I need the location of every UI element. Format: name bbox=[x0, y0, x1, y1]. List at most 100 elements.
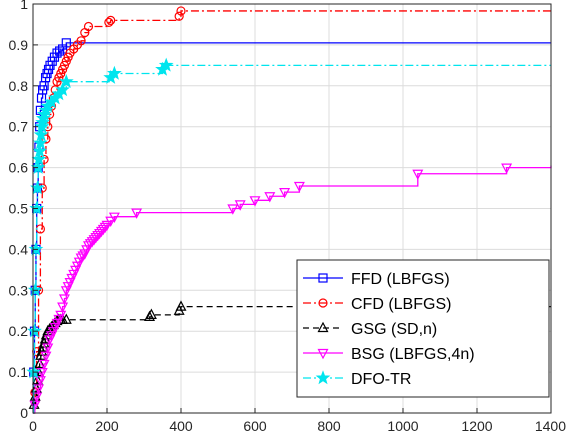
x-tick-label: 1000 bbox=[387, 418, 418, 434]
x-tick-label: 400 bbox=[169, 418, 193, 434]
series-1-point-7 bbox=[41, 134, 51, 144]
series-1-point-25 bbox=[83, 21, 94, 32]
series-3-point-7 bbox=[40, 351, 52, 363]
series-3-point-34 bbox=[90, 233, 102, 244]
series-4-point-21 bbox=[55, 82, 70, 97]
series-4-point-9 bbox=[32, 143, 48, 158]
series-3-point-15 bbox=[55, 310, 67, 322]
series-1-point-17 bbox=[59, 60, 70, 70]
series-3-point-5 bbox=[36, 368, 48, 379]
legend-entry-0: FFD (LBFGS) bbox=[303, 271, 450, 288]
legend-swatch-marker bbox=[318, 273, 328, 283]
series-4-point-11 bbox=[33, 127, 49, 142]
series-1-point-27 bbox=[106, 15, 116, 25]
y-tick-label: 0.9 bbox=[9, 37, 29, 53]
legend-swatch-marker bbox=[318, 298, 328, 308]
series-4 bbox=[26, 57, 551, 414]
x-tick-label: 600 bbox=[243, 418, 267, 434]
y-tick-label: 0.6 bbox=[9, 160, 29, 176]
series-1-point-19 bbox=[63, 52, 73, 62]
series-3-point-42 bbox=[108, 212, 120, 223]
legend-label: CFD (LBFGS) bbox=[351, 296, 451, 313]
series-4-point-24 bbox=[107, 65, 122, 80]
series-3-point-40 bbox=[101, 220, 113, 232]
series-3-point-4 bbox=[34, 376, 46, 387]
series-3-point-17 bbox=[58, 294, 70, 305]
ticks: 0 200 400 600 800 1000 1200 1400 0 0.1 0.2 0.3 0.4 0.… bbox=[9, 0, 567, 434]
series-2-point-4 bbox=[31, 373, 43, 385]
series-3-point-30 bbox=[83, 241, 94, 252]
series-4-point-8 bbox=[31, 151, 47, 166]
series-3-point-51 bbox=[501, 163, 513, 174]
y-tick-label: 0.3 bbox=[9, 282, 29, 298]
series-3-point-44 bbox=[227, 204, 239, 215]
series-3-point-35 bbox=[92, 230, 104, 242]
x-tick-label: 1400 bbox=[535, 418, 566, 434]
series-3-point-39 bbox=[99, 222, 111, 234]
series-3-point-43 bbox=[131, 208, 143, 219]
series-4-point-3 bbox=[27, 282, 43, 297]
x-tick-label: 1200 bbox=[461, 418, 492, 434]
y-tick-label: 1 bbox=[20, 0, 28, 12]
legend: FFD (LBFGS) CFD (LBFGS) GSG (SD,n) BSG (LBF… bbox=[296, 259, 550, 398]
series-3-point-38 bbox=[97, 224, 109, 236]
series-2-point-26 bbox=[175, 300, 187, 311]
series-4-point-2 bbox=[27, 323, 42, 338]
series-0-point-23 bbox=[61, 38, 71, 48]
y-tick-label: 0.8 bbox=[9, 78, 29, 94]
series-4-point-26 bbox=[158, 57, 174, 72]
series-layer bbox=[26, 6, 552, 414]
series-2-point-23 bbox=[144, 310, 156, 321]
series-3-point-32 bbox=[86, 237, 98, 248]
series-3-point-37 bbox=[95, 226, 107, 238]
series-3-point-36 bbox=[94, 228, 106, 240]
series-3-point-6 bbox=[38, 359, 50, 371]
series-4-point-7 bbox=[30, 159, 46, 174]
series-2-point-3 bbox=[30, 382, 42, 393]
y-tick-label: 0.4 bbox=[9, 241, 29, 257]
x-tick-label: 0 bbox=[29, 418, 37, 434]
legend-swatch-marker bbox=[317, 321, 329, 333]
y-tick-label: 0.7 bbox=[9, 119, 29, 135]
y-tick-label: 0 bbox=[20, 405, 28, 421]
series-1-point-26 bbox=[104, 17, 114, 28]
legend-label: FFD (LBFGS) bbox=[351, 271, 450, 288]
series-3-point-50 bbox=[412, 169, 424, 181]
series-3-point-49 bbox=[293, 181, 305, 193]
y-tick-label: 0.5 bbox=[9, 201, 29, 217]
series-3-point-27 bbox=[77, 251, 89, 262]
series-4-point-1 bbox=[26, 364, 42, 379]
series-3-point-46 bbox=[249, 196, 261, 207]
series-3-point-33 bbox=[88, 235, 100, 246]
series-3-point-16 bbox=[57, 302, 69, 313]
series-2-point-22 bbox=[60, 313, 72, 324]
y-tick-label: 0.1 bbox=[9, 364, 29, 380]
series-1-point-18 bbox=[61, 56, 71, 66]
legend-label: BSG (LBFGS,4n) bbox=[351, 346, 475, 363]
series-3-point-47 bbox=[264, 192, 276, 203]
series-3-point-2 bbox=[31, 392, 43, 403]
series-4-point-22 bbox=[58, 73, 74, 88]
legend-swatch-marker bbox=[317, 348, 329, 360]
series-1-point-28 bbox=[174, 11, 184, 21]
x-tick-label: 800 bbox=[317, 418, 341, 434]
series-2-point-6 bbox=[34, 357, 46, 369]
legend-label: DFO-TR bbox=[351, 371, 411, 388]
series-4-point-4 bbox=[28, 241, 44, 256]
legend-label: GSG (SD,n) bbox=[351, 321, 437, 338]
series-1-point-23 bbox=[76, 36, 86, 46]
series-3-point-31 bbox=[84, 239, 96, 250]
series-2-point-24 bbox=[145, 308, 157, 319]
series-3-point-3 bbox=[33, 384, 45, 395]
series-4-point-10 bbox=[33, 135, 48, 150]
legend-entry-4: DFO-TR bbox=[303, 370, 411, 388]
series-3-point-45 bbox=[234, 200, 246, 211]
series-3-point-41 bbox=[105, 216, 117, 228]
series-1-point-16 bbox=[57, 64, 68, 75]
series-1-point-13 bbox=[52, 77, 62, 87]
series-1-point-14 bbox=[54, 73, 64, 83]
series-4-point-5 bbox=[29, 200, 45, 215]
legend-entry-3: BSG (LBFGS,4n) bbox=[303, 346, 475, 363]
y-tick-label: 0.2 bbox=[9, 323, 29, 339]
